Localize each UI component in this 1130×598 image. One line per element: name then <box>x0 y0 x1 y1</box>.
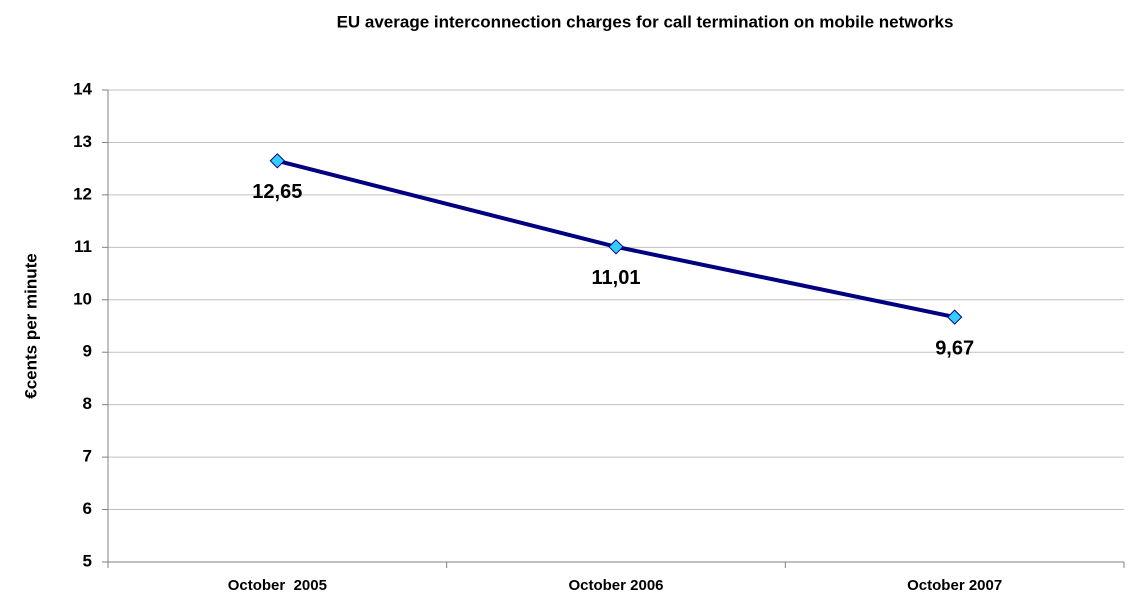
y-tick-label: 9 <box>83 342 92 361</box>
y-tick-label: 14 <box>73 79 92 98</box>
y-tick-label: 8 <box>83 394 92 413</box>
y-tick-label: 12 <box>73 184 92 203</box>
y-tick-label: 13 <box>73 132 92 151</box>
data-label: 9,67 <box>935 337 974 359</box>
marker <box>608 239 624 255</box>
data-label: 11,01 <box>592 267 641 289</box>
y-tick-label: 11 <box>74 237 92 256</box>
chart-title: EU average interconnection charges for c… <box>337 12 954 31</box>
marker <box>269 153 286 169</box>
data-label: 12,65 <box>252 181 302 203</box>
y-tick-label: 6 <box>83 499 92 518</box>
y-tick-label: 5 <box>83 551 92 570</box>
y-tick-label: 10 <box>73 289 92 308</box>
line <box>276 158 956 320</box>
x-tick-label: October 2005 <box>228 577 327 594</box>
y-axis-label: €cents per minute <box>21 253 40 399</box>
y-tick-label: 7 <box>83 447 92 466</box>
x-tick-label: October 2007 <box>907 577 1002 594</box>
x-tick-label: October 2006 <box>568 577 663 594</box>
marker <box>946 309 963 325</box>
